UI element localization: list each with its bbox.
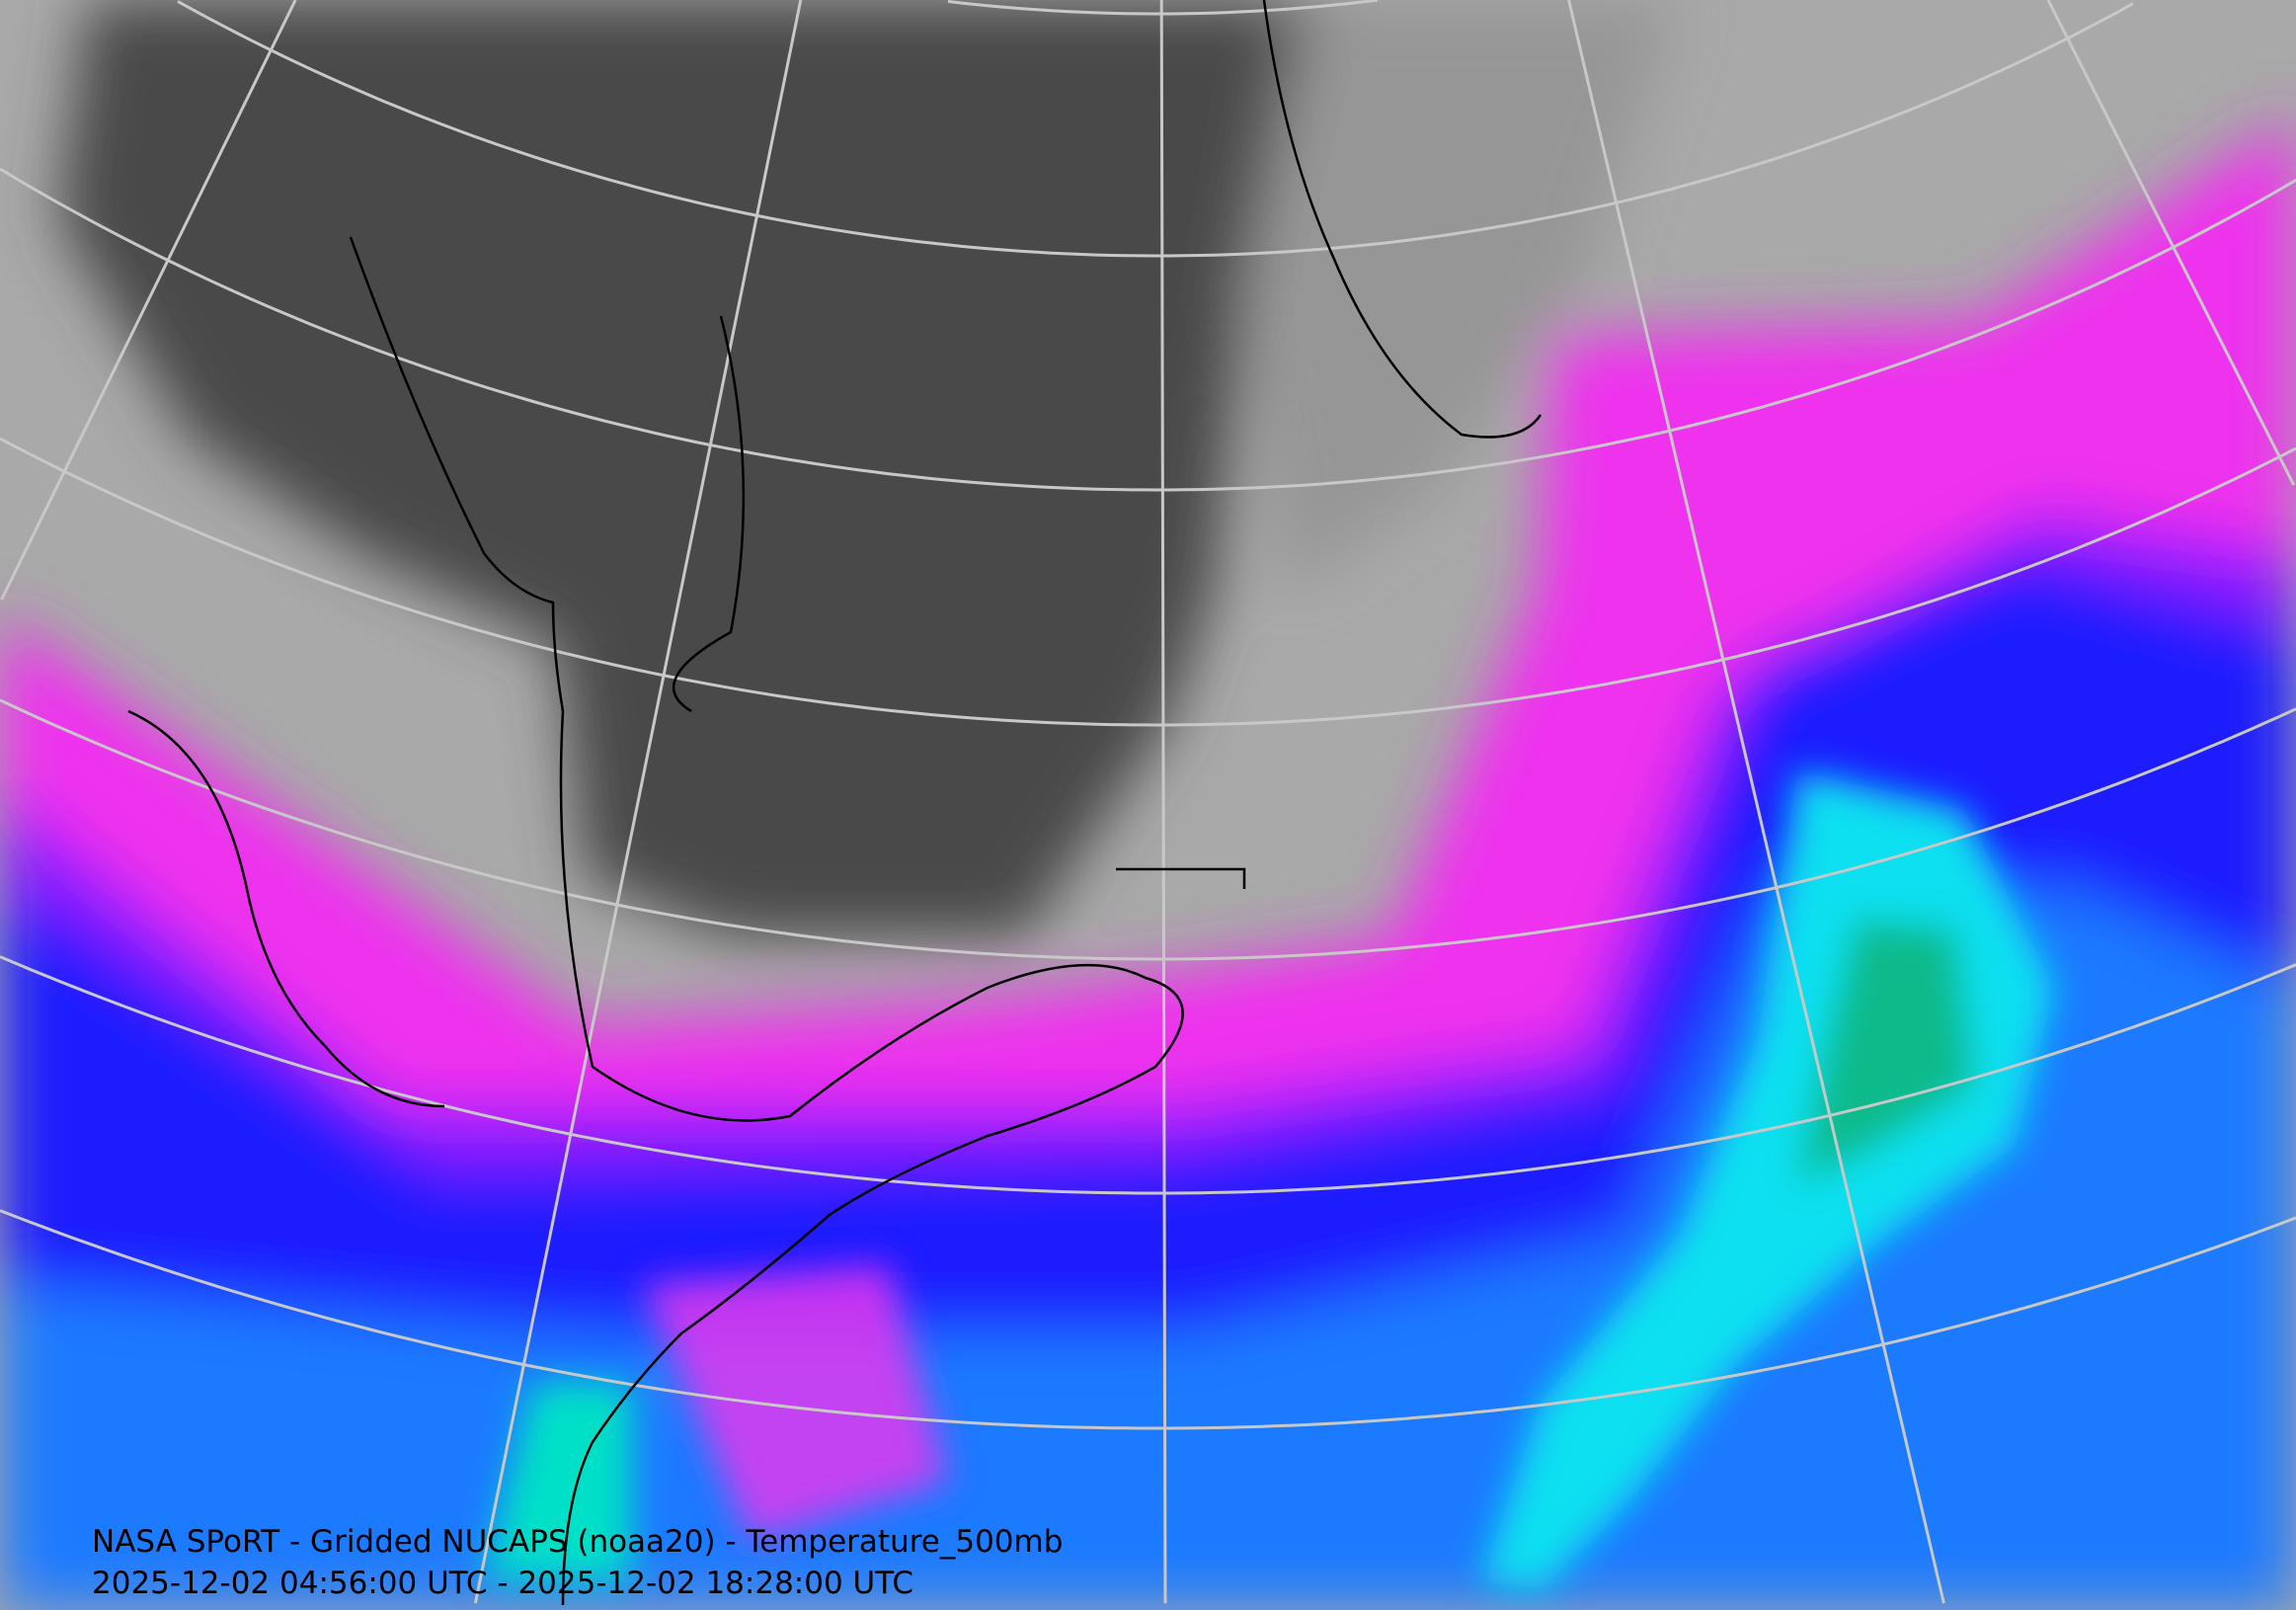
latitude-line xyxy=(0,167,2296,492)
latitude-line xyxy=(177,0,2134,258)
coastlines xyxy=(127,0,1543,1606)
map-time-range: 2025-12-02 04:56:00 UTC - 2025-12-02 18:… xyxy=(92,1566,913,1601)
latitude-line xyxy=(0,437,2296,727)
latitude-line xyxy=(0,698,2296,961)
longitude-line xyxy=(473,0,803,1604)
longitude-line xyxy=(1567,0,1945,1604)
longitude-line xyxy=(2046,0,2296,486)
magenta-patches-coast xyxy=(642,1264,948,1541)
cyan-coast-streak xyxy=(484,1383,632,1580)
green-streak xyxy=(1797,919,1975,1185)
longitude-line xyxy=(0,0,297,601)
latitude-line xyxy=(0,1209,2296,1430)
grey-gradient-right xyxy=(1234,0,1679,593)
dark-cold-region xyxy=(58,0,1318,937)
longitude-line xyxy=(1159,0,1167,1604)
latitude-line xyxy=(0,955,2296,1195)
map-title: NASA SPoRT - Gridded NUCAPS (noaa20) - T… xyxy=(92,1524,1064,1560)
